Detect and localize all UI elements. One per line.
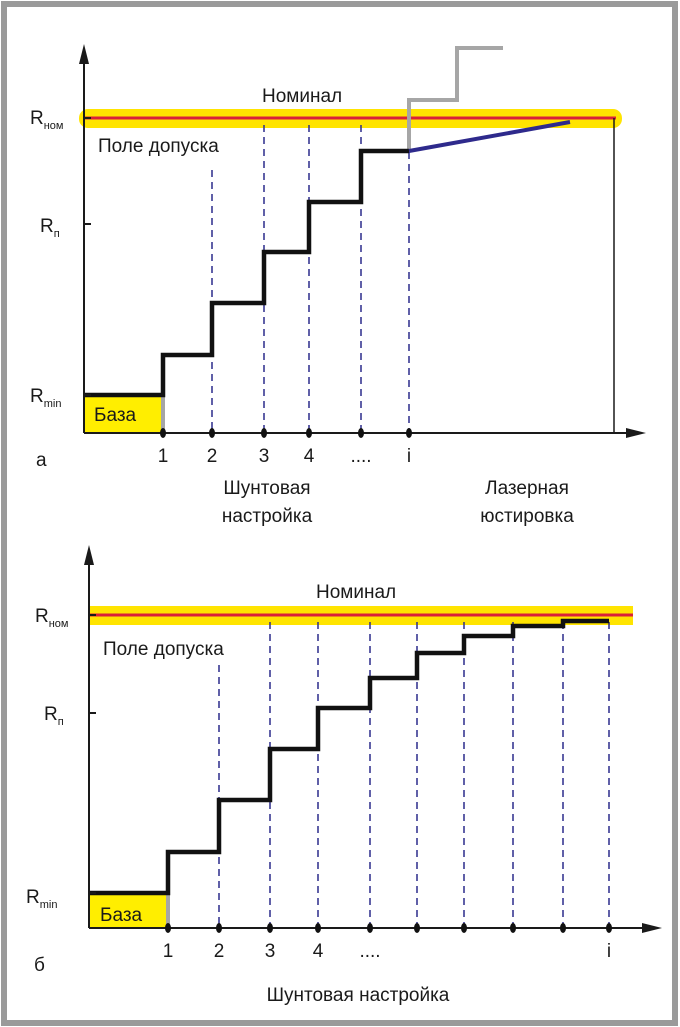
x-tick-label-3-a: 3 [259,446,270,467]
x-tick-label-2-a: 2 [207,446,218,467]
y-label-rnom-a: Rном [30,108,64,132]
x-tick-label-i-b: i [607,941,611,962]
tolerance-label-b: Поле допуска [103,639,224,660]
y-label-rnom-b: Rном [35,606,69,630]
x-tick-label-i-a: i [407,446,411,467]
y-label-rmin-a: Rmin [30,386,61,410]
shunt-label-line2-a: настройка [222,506,313,527]
x-tick-label-dots-a: .... [350,446,371,467]
y-axis-arrow-a [79,44,89,64]
laser-label-line2-a: юстировка [480,506,574,527]
base-box-b [89,894,168,928]
step-line-a [84,148,409,398]
laser-label-line1-a: Лазерная [485,478,569,499]
dashed-guides-b [218,622,610,926]
x-tick-label-4-b: 4 [313,941,324,962]
x-axis-arrow-a [626,428,646,438]
y-label-rmin-b: Rmin [26,887,57,911]
panel-label-b: б [34,955,45,976]
base-box-a [84,396,163,433]
laser-trim-line-a [408,120,571,153]
base-label-a: База [94,405,137,426]
x-tick-label-2-b: 2 [214,941,225,962]
x-tick-marks-a [160,428,412,438]
y-label-rp-a: Rп [40,216,60,240]
gray-step-line-a [407,46,503,152]
nominal-label-b: Номинал [316,582,396,603]
nominal-label-a: Номинал [262,86,342,107]
shunt-label-b: Шунтовая настройка [267,985,450,1006]
x-axis-arrow-b [642,923,662,933]
panel-b: Rном Rп Rmin Номинал Поле допуска База 1… [26,545,662,1006]
base-label-b: База [100,905,143,926]
x-tick-marks-b [165,923,612,933]
x-tick-label-4-a: 4 [304,446,315,467]
shunt-label-line1-a: Шунтовая [223,478,310,499]
panel-a: Rном Rп Rmin Номинал Поле допуска База 1… [30,44,646,527]
panel-label-a: а [36,450,47,471]
step-line-b [89,618,609,896]
x-tick-label-3-b: 3 [265,941,276,962]
tolerance-label-a: Поле допуска [98,136,219,157]
x-tick-label-1-a: 1 [158,446,169,467]
y-label-rp-b: Rп [44,704,64,728]
x-tick-label-1-b: 1 [163,941,174,962]
x-tick-label-dots-b: .... [359,941,380,962]
y-axis-arrow-b [84,545,94,565]
